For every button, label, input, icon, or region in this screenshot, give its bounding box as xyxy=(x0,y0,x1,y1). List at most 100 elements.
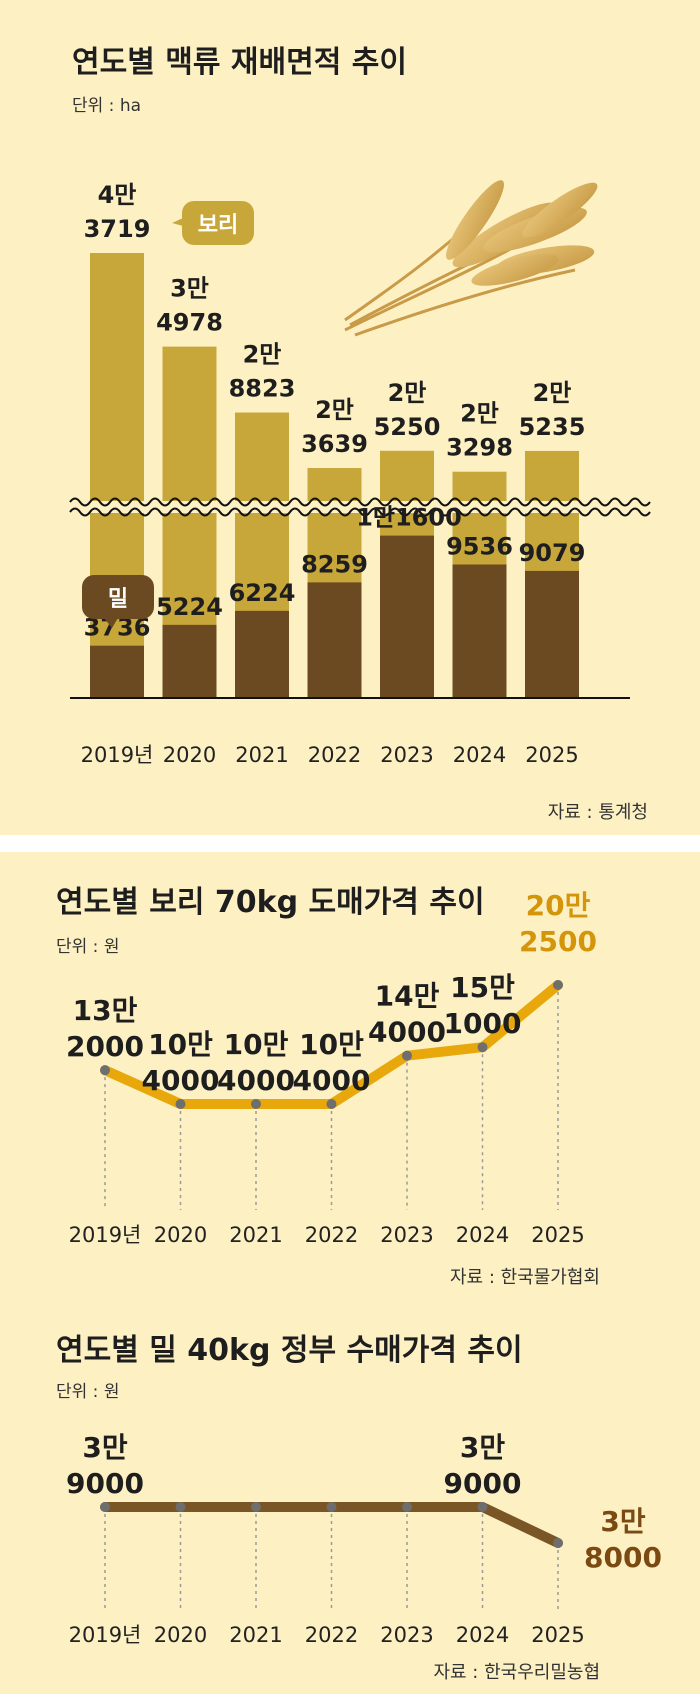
wheat-label: 9079 xyxy=(519,539,586,567)
wheat-bar xyxy=(235,610,289,698)
value-label: 15만 xyxy=(450,971,515,1004)
x-tick-label: 2021 xyxy=(229,1223,282,1247)
x-tick-label: 2023 xyxy=(380,1623,433,1647)
x-tick-label: 2020 xyxy=(154,1623,207,1647)
wheat-label: 1만1600 xyxy=(356,504,462,532)
barley-label: 2만 xyxy=(315,396,354,424)
wheat-bar xyxy=(307,582,362,698)
chart3-title: 연도별 밀 40kg 정부 수매가격 추이 xyxy=(56,1333,523,1368)
value-label: 8000 xyxy=(584,1541,662,1574)
data-point xyxy=(100,1065,110,1076)
chart2-title: 연도별 보리 70kg 도매가격 추이 xyxy=(56,885,485,920)
value-label: 3만 xyxy=(460,1431,505,1464)
data-point xyxy=(477,1502,488,1512)
x-tick-label: 2025 xyxy=(531,1223,584,1247)
wheat-label: 6224 xyxy=(229,579,296,607)
wheat-bar xyxy=(90,645,144,698)
value-label: 10만 xyxy=(224,1028,289,1061)
x-tick-label: 2020 xyxy=(163,743,216,767)
barley-label: 4978 xyxy=(156,309,223,337)
value-label: 10만 xyxy=(148,1028,213,1061)
axis-break xyxy=(69,497,651,517)
x-tick-label: 2019년 xyxy=(69,1623,142,1647)
chart3-line: 2019년 2020 2021 2022 2023 2024 20253만90003만900… xyxy=(66,1431,662,1647)
chart1-bars xyxy=(90,253,579,699)
data-point xyxy=(251,1099,261,1109)
axis-break-band xyxy=(70,501,630,513)
data-point xyxy=(175,1502,186,1512)
data-point xyxy=(402,1050,412,1061)
x-tick-label: 2024 xyxy=(453,743,506,767)
barley-label: 5235 xyxy=(519,413,586,441)
x-tick-label: 2022 xyxy=(305,1623,358,1647)
value-label: 3만 xyxy=(82,1431,127,1464)
chart2-unit: 단위 : 원 xyxy=(56,937,119,957)
panel-price-charts xyxy=(0,852,700,1694)
x-tick-label: 2024 xyxy=(456,1623,509,1647)
value-label: 4000 xyxy=(142,1064,220,1097)
wheat-bar xyxy=(525,570,579,698)
axis-break-line xyxy=(69,497,651,507)
legend-wheat-callout: 밀 xyxy=(82,575,154,628)
value-label: 13만 xyxy=(73,994,138,1027)
value-label: 4000 xyxy=(293,1064,371,1097)
legend-barley-callout: 보리 xyxy=(172,201,254,245)
data-point xyxy=(326,1502,337,1512)
x-tick-label: 2025 xyxy=(531,1623,584,1647)
value-label: 2000 xyxy=(66,1030,144,1063)
data-point xyxy=(402,1502,412,1512)
chart1-unit: 단위 : ha xyxy=(72,96,141,116)
data-point xyxy=(553,1538,563,1548)
x-tick-label: 2021 xyxy=(235,743,288,767)
barley-label: 4만 xyxy=(98,181,137,209)
wheat-bar xyxy=(452,564,507,698)
barley-label: 3298 xyxy=(446,434,513,462)
x-tick-label: 2023 xyxy=(380,743,433,767)
data-point xyxy=(326,1099,337,1109)
x-tick-label: 2021 xyxy=(229,1623,282,1647)
value-label: 20만 xyxy=(526,889,591,922)
data-point xyxy=(251,1502,261,1512)
barley-label: 2만 xyxy=(460,400,499,428)
wheat-label: 9536 xyxy=(446,532,513,560)
barley-label: 2만 xyxy=(243,341,282,369)
value-label: 9000 xyxy=(444,1467,522,1500)
barley-label: 8823 xyxy=(229,375,296,403)
x-tick-label: 2019년 xyxy=(69,1223,142,1247)
chart2-source: 자료 : 한국물가협회 xyxy=(450,1267,600,1288)
data-point xyxy=(100,1502,110,1512)
x-tick-label: 2019년 xyxy=(81,743,154,767)
x-tick-label: 2024 xyxy=(456,1223,509,1247)
barley-bar xyxy=(90,253,144,699)
wheat-label: 8259 xyxy=(301,550,368,578)
value-label: 9000 xyxy=(66,1467,144,1500)
value-label: 4000 xyxy=(217,1064,295,1097)
barley-label: 3639 xyxy=(301,430,368,458)
barley-label: 2만 xyxy=(533,379,572,407)
x-tick-label: 2020 xyxy=(154,1223,207,1247)
value-label: 14만 xyxy=(375,980,440,1013)
x-tick-label: 2023 xyxy=(380,1223,433,1247)
wheat-illustration xyxy=(344,180,598,337)
barley-label: 5250 xyxy=(374,413,441,441)
x-tick-label: 2022 xyxy=(308,743,361,767)
chart1-value-labels: 4만371937363만497852242만882362242만36398259… xyxy=(84,181,586,642)
x-tick-label: 2022 xyxy=(305,1223,358,1247)
legend-wheat-label: 밀 xyxy=(108,587,128,612)
value-label: 2500 xyxy=(519,925,597,958)
data-point xyxy=(175,1099,186,1109)
barley-label: 3만 xyxy=(170,275,209,303)
chart3-source: 자료 : 한국우리밀농협 xyxy=(433,1662,600,1683)
barley-label: 2만 xyxy=(388,379,427,407)
chart1-source: 자료 : 통계청 xyxy=(548,802,648,823)
axis-break-line xyxy=(69,507,651,517)
chart3-unit: 단위 : 원 xyxy=(56,1382,119,1402)
barley-label: 3719 xyxy=(84,215,151,243)
wheat-bar xyxy=(380,535,434,698)
chart1-title: 연도별 맥류 재배면적 추이 xyxy=(72,45,407,80)
wheat-bar xyxy=(162,624,217,698)
x-tick-label: 2025 xyxy=(525,743,578,767)
value-label: 4000 xyxy=(368,1016,446,1049)
